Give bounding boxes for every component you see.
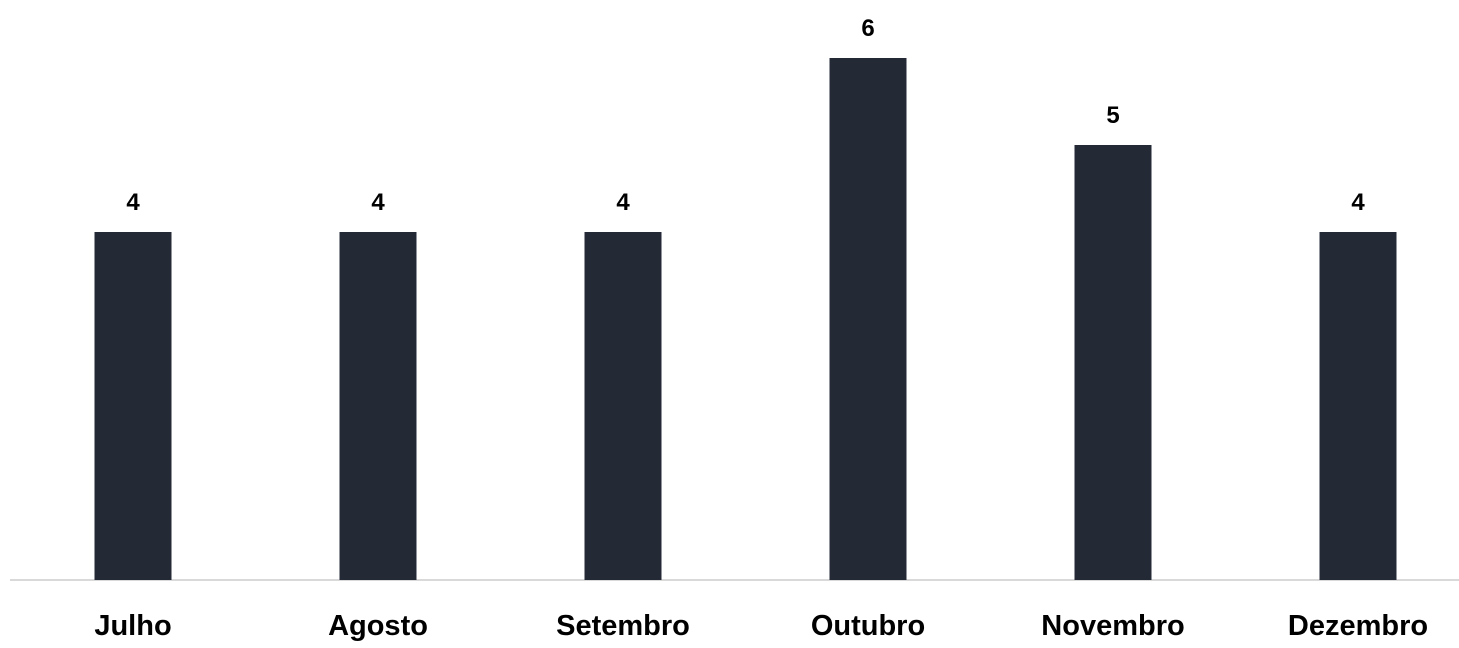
x-tick-label-setembro: Setembro: [556, 610, 690, 642]
x-tick-label-agosto: Agosto: [328, 610, 428, 642]
data-label-novembro: 5: [1106, 102, 1119, 129]
bar-dezembro: [1319, 232, 1397, 580]
x-tick-label-outubro: Outubro: [811, 610, 925, 642]
data-label-outubro: 6: [861, 15, 874, 42]
data-label-agosto: 4: [371, 189, 385, 216]
bar-outubro: [829, 58, 907, 580]
data-label-dezembro: 4: [1351, 189, 1365, 216]
bar-julho: [94, 232, 172, 580]
bars-group: [94, 58, 1397, 580]
data-label-julho: 4: [126, 189, 140, 216]
bar-novembro: [1074, 145, 1152, 580]
bar-agosto: [339, 232, 417, 580]
data-label-setembro: 4: [616, 189, 630, 216]
x-tick-labels-group: Julho Agosto Setembro Outubro Novembro Dezemb…: [94, 610, 1428, 642]
x-tick-label-julho: Julho: [94, 610, 171, 642]
x-tick-label-dezembro: Dezembro: [1288, 610, 1428, 642]
data-labels-group: 4 4 4 6 5 4: [126, 15, 1365, 216]
x-tick-label-novembro: Novembro: [1041, 610, 1184, 642]
bar-setembro: [584, 232, 662, 580]
